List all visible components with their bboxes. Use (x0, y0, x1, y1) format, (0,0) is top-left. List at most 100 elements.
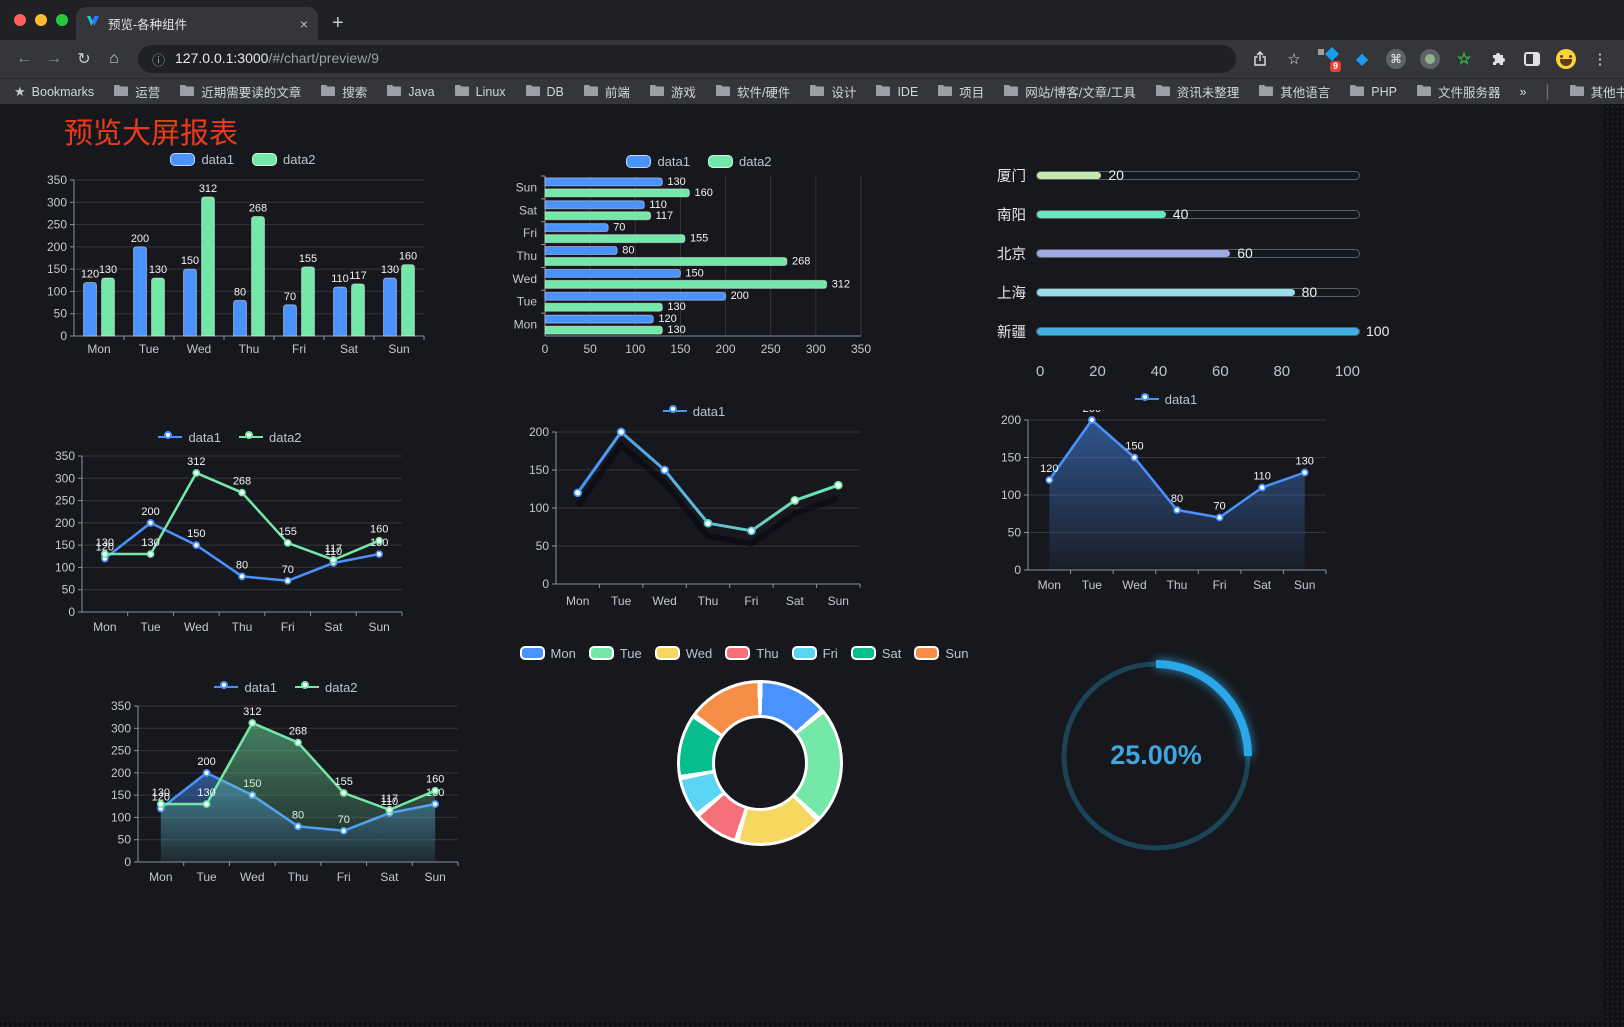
recorder-extension-icon[interactable] (1416, 45, 1444, 73)
progress-row-北京: 北京 60 (988, 234, 1360, 273)
legend-item-data1[interactable]: data1 (214, 680, 277, 695)
folder-icon (649, 84, 665, 100)
legend-item-data1[interactable]: data1 (626, 154, 690, 169)
command-extension-icon[interactable]: ⌘ (1382, 45, 1410, 73)
bookmark-folder[interactable]: 运营 (113, 82, 160, 101)
svg-text:268: 268 (249, 203, 267, 215)
browser-tab[interactable]: 预览-各种组件 × (76, 7, 318, 40)
grouped-bar-chart: data1 data2 0 50 100 150 200 250 300 350 Mon Tue Wed… (40, 148, 446, 364)
bookmark-folder[interactable]: 设计 (809, 82, 856, 101)
tab-close-icon[interactable]: × (299, 15, 308, 32)
progress-row-南阳: 南阳 40 (988, 195, 1360, 234)
bookmark-folder[interactable]: Java (386, 84, 435, 100)
emoji-extension-icon[interactable] (1552, 45, 1580, 73)
donut-ring[interactable] (677, 680, 843, 846)
forward-icon[interactable]: → (46, 50, 62, 67)
reload-icon[interactable]: ↻ (77, 51, 91, 68)
bookmark-folder[interactable]: 搜索 (320, 82, 367, 101)
legend-item-data1[interactable]: data1 (158, 430, 221, 445)
bookmark-folder[interactable]: 近期需要读的文章 (179, 82, 301, 101)
bookmark-folder[interactable]: IDE (875, 84, 918, 100)
svg-text:130: 130 (197, 787, 215, 799)
bookmark-folder[interactable]: 其他语言 (1258, 82, 1330, 101)
legend-item-Wed[interactable]: Wed (654, 646, 712, 661)
svg-text:200: 200 (716, 342, 736, 356)
bookmark-folder[interactable]: 资讯未整理 (1155, 82, 1239, 101)
back-icon[interactable]: ← (16, 50, 32, 67)
legend-item-data1[interactable]: data1 (662, 404, 725, 419)
svg-text:Tue: Tue (611, 594, 632, 608)
folder-icon (113, 84, 129, 100)
new-tab-button[interactable]: + (332, 12, 344, 34)
progress-value: 20 (1108, 167, 1124, 183)
window-controls[interactable] (14, 14, 68, 26)
legend-item-data2[interactable]: data2 (239, 430, 302, 445)
svg-text:Wed: Wed (240, 870, 264, 884)
legend-item-data2[interactable]: data2 (252, 152, 316, 167)
svg-text:268: 268 (289, 726, 307, 738)
bookmark-folder[interactable]: 游戏 (649, 82, 696, 101)
svg-text:130: 130 (149, 264, 167, 276)
address-bar[interactable]: ⓘ 127.0.0.1:3000/#/chart/preview/9 (138, 45, 1236, 73)
gem-extension-icon[interactable]: ◆ (1355, 51, 1369, 68)
page-title: 预览大屏报表 (64, 118, 239, 150)
chart-legend: data1 data2 (40, 148, 446, 170)
progress-row-新疆: 新疆 100 (988, 312, 1389, 351)
legend-item-data1[interactable]: data1 (170, 152, 234, 167)
legend-item-data2[interactable]: data2 (295, 680, 358, 695)
svg-text:160: 160 (426, 774, 444, 786)
svg-text:Tue: Tue (196, 870, 217, 884)
donut-chart: Mon Tue Wed Thu Fri Sat Sun (519, 642, 968, 882)
close-window-button[interactable] (14, 14, 26, 26)
legend-item-data2[interactable]: data2 (708, 154, 772, 169)
puzzle-extensions-icon[interactable] (1484, 45, 1512, 73)
zoom-window-button[interactable] (56, 14, 68, 26)
home-icon[interactable]: ⌂ (109, 50, 119, 67)
svg-text:155: 155 (690, 233, 708, 245)
bookmark-folder[interactable]: 项目 (937, 82, 984, 101)
legend-item-Fri[interactable]: Fri (791, 646, 838, 661)
share-icon[interactable] (1246, 45, 1274, 73)
svg-text:130: 130 (96, 537, 114, 549)
bookmark-folder[interactable]: 文件服务器 (1416, 82, 1500, 101)
browser-menu-icon[interactable]: ⋮ (1592, 51, 1608, 68)
bookmarks-manager[interactable]: ★ Bookmarks (14, 83, 95, 99)
other-bookmarks-folder[interactable]: 其他书签 (1569, 82, 1624, 101)
svg-text:312: 312 (199, 183, 217, 195)
folder-icon (937, 84, 953, 100)
minimize-window-button[interactable] (35, 14, 47, 26)
legend-item-Tue[interactable]: Tue (588, 646, 642, 661)
svg-text:312: 312 (832, 278, 850, 290)
green-star-extension-icon[interactable]: ☆ (1456, 51, 1472, 68)
bookmark-folder[interactable]: DB (525, 84, 564, 100)
two-series-line-chart: data1 data2 0 50 100 150 200 250 300 350 Mon Tue Wed… (46, 426, 414, 640)
legend-item-data1[interactable]: data1 (1134, 392, 1197, 407)
bookmarks-overflow-chevron[interactable]: » (1519, 84, 1527, 99)
bar-data1-Fri (283, 304, 297, 337)
folder-icon (1155, 84, 1171, 100)
folder-icon (179, 84, 195, 100)
progress-fill (1037, 211, 1166, 218)
bookmark-folder[interactable]: 网站/博客/文章/工具 (1003, 82, 1136, 101)
bookmark-folder[interactable]: 前端 (583, 82, 630, 101)
svg-text:130: 130 (667, 324, 685, 336)
extension-grid-icon[interactable]: 9 (1314, 45, 1342, 73)
bookmark-folder[interactable]: 软件/硬件 (715, 82, 790, 101)
svg-text:268: 268 (233, 476, 251, 488)
svg-text:130: 130 (667, 176, 685, 188)
legend-item-Mon[interactable]: Mon (519, 646, 576, 661)
legend-item-Sat[interactable]: Sat (850, 646, 901, 661)
bookmark-folder[interactable]: PHP (1349, 84, 1397, 100)
svg-text:160: 160 (694, 187, 712, 199)
sidebar-toggle-icon[interactable] (1518, 45, 1546, 73)
svg-text:Thu: Thu (288, 870, 309, 884)
bookmark-star-icon[interactable]: ☆ (1287, 51, 1301, 68)
site-info-icon[interactable]: ⓘ (152, 52, 166, 68)
svg-text:150: 150 (111, 788, 131, 802)
bookmark-folder[interactable]: Linux (454, 84, 506, 100)
legend-item-Sun[interactable]: Sun (914, 646, 968, 661)
legend-item-Thu[interactable]: Thu (725, 646, 779, 661)
chart-legend: data1 data2 (503, 150, 895, 172)
svg-text:Sun: Sun (516, 180, 537, 194)
toolbar-actions: ☆ 9 ◆ ⌘ ☆ ⋮ (1246, 45, 1614, 73)
